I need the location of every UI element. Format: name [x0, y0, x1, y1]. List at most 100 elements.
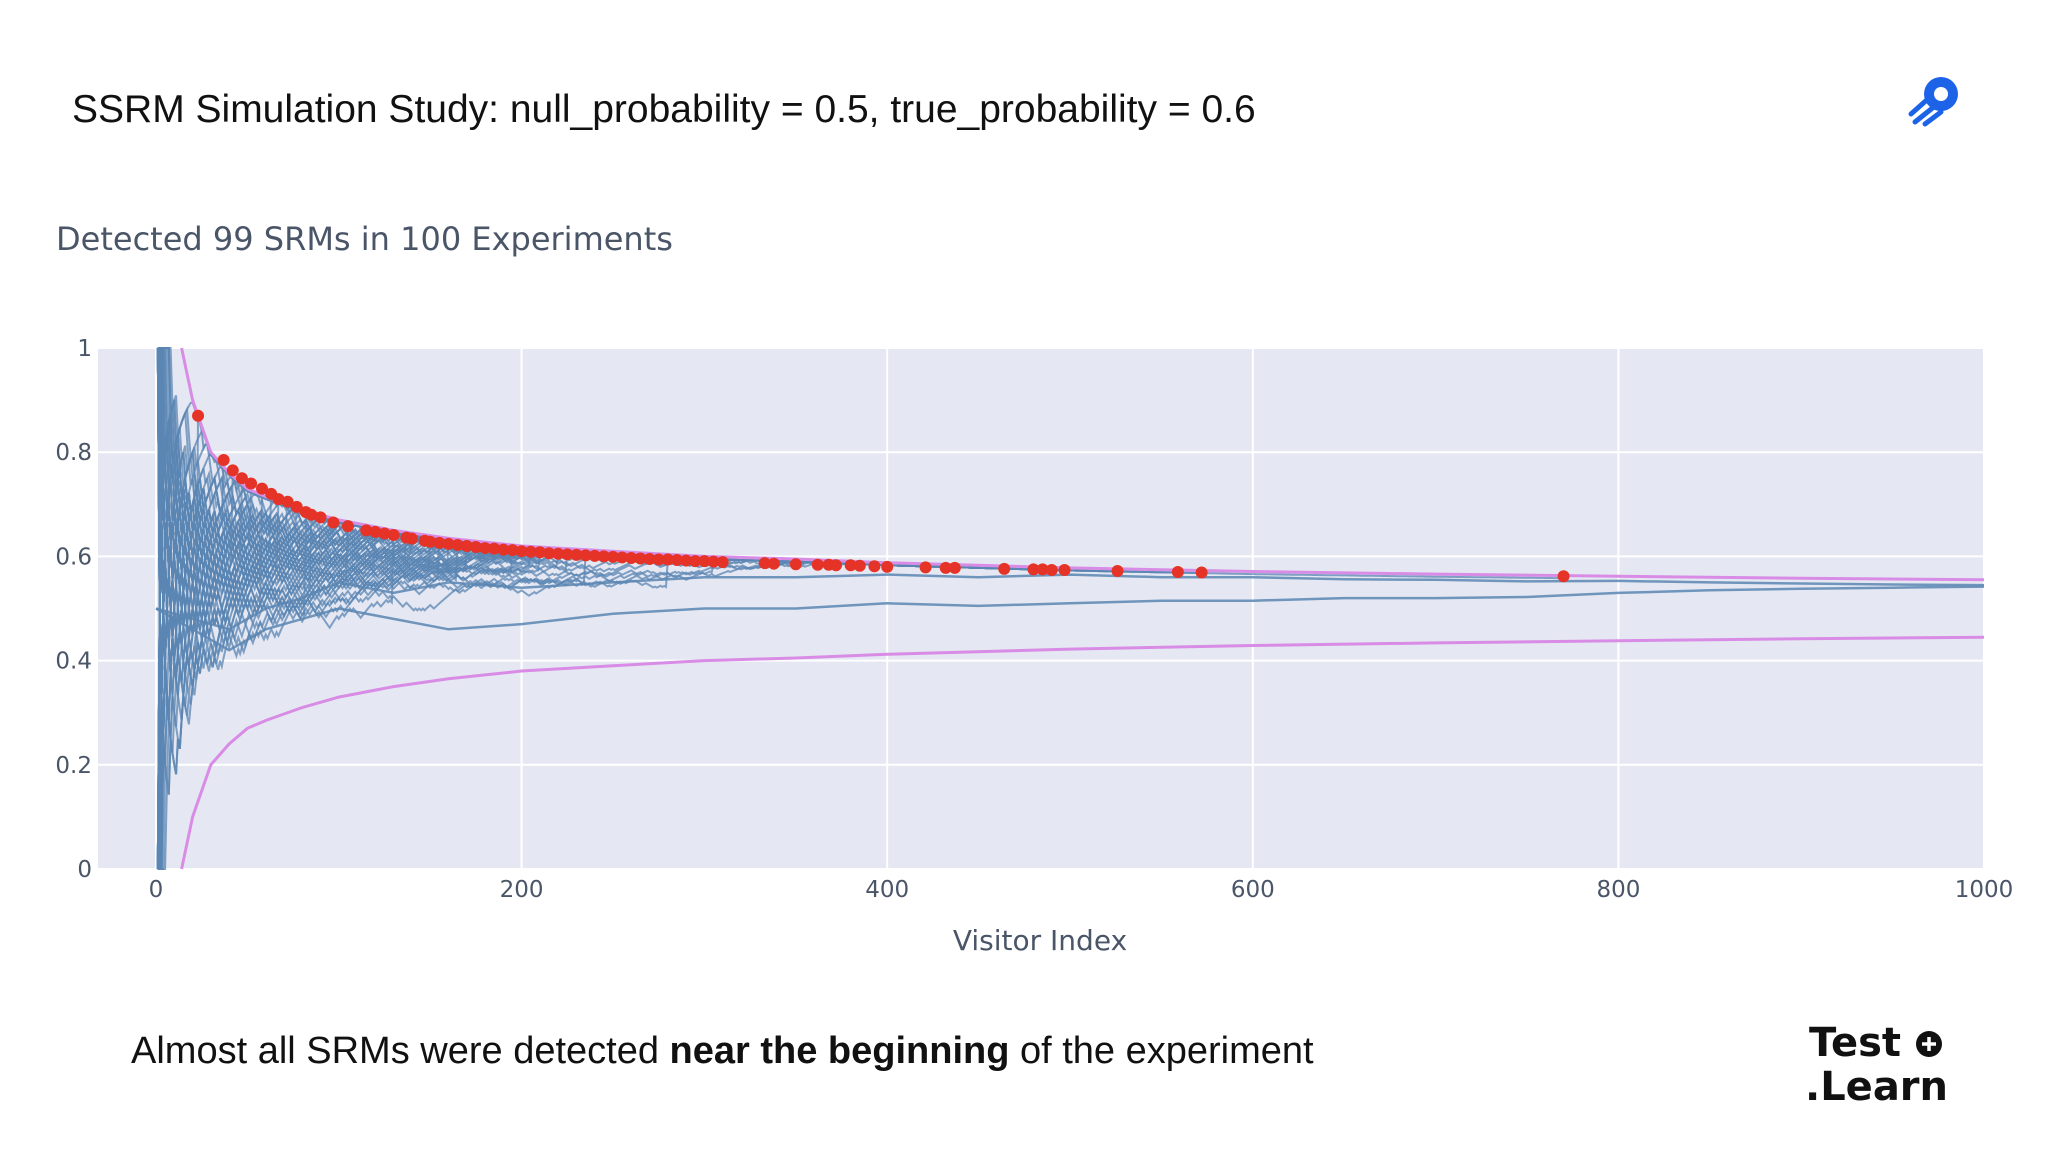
detection-point	[1171, 566, 1184, 579]
detection-point	[948, 561, 961, 574]
detection-point	[588, 549, 601, 562]
detection-point	[281, 495, 294, 508]
detection-point	[767, 557, 780, 570]
axis-ticks: 0 200 400 600 800 1000 0 0.2 0.4 0.6 0.8 1	[55, 336, 2013, 903]
chart-title: Detected 99 SRMs in 100 Experiments	[56, 220, 673, 258]
detection-point	[533, 546, 546, 559]
detection-point	[360, 524, 373, 537]
y-tick-label: 0	[77, 857, 92, 883]
detection-point	[424, 535, 437, 548]
detection-point	[290, 500, 303, 513]
detection-point	[758, 557, 771, 570]
detection-point	[552, 547, 565, 560]
detection-point	[245, 477, 258, 490]
detection-point	[643, 553, 656, 566]
detection-point	[616, 551, 629, 564]
x-tick-label: 1000	[1955, 877, 2014, 903]
detection-point	[607, 550, 619, 563]
detection-point	[543, 547, 556, 560]
simulation-trace	[157, 347, 876, 620]
simulation-trace-long	[155, 585, 1985, 652]
detection-point	[625, 551, 638, 564]
detection-point	[579, 549, 592, 562]
detection-point	[378, 527, 391, 540]
y-tick-label: 0.4	[55, 649, 92, 675]
y-tick-label: 1	[77, 336, 92, 362]
detection-point	[939, 561, 952, 574]
detection-point	[192, 409, 205, 422]
x-axis-label: Visitor Index	[953, 924, 1127, 957]
detection-point	[680, 554, 693, 567]
detection-point	[661, 553, 674, 566]
detection-point	[868, 560, 881, 573]
detection-point	[506, 544, 519, 557]
caption-end: of the experiment	[1009, 1030, 1314, 1072]
slide-title: SSRM Simulation Study: null_probability …	[72, 88, 1256, 131]
x-tick-label: 200	[500, 877, 544, 903]
caption: Almost all SRMs were detected near the b…	[131, 1030, 1314, 1073]
detection-point	[497, 543, 510, 556]
detection-point	[256, 482, 269, 495]
detection-point	[524, 545, 537, 558]
y-tick-label: 0.8	[55, 440, 92, 466]
detection-point	[670, 554, 683, 567]
detection-point	[217, 454, 230, 467]
detection-point	[698, 555, 711, 568]
chart-svg: Detected 99 SRMs in 100 Experiments 0 200…	[55, 220, 2013, 957]
detection-point	[1036, 563, 1049, 576]
chart: Detected 99 SRMs in 100 Experiments 0 200…	[0, 200, 2048, 980]
detection-point	[707, 555, 720, 568]
detection-point	[460, 539, 473, 552]
detection-point	[1111, 564, 1124, 577]
detection-point	[235, 472, 248, 485]
detection-point	[561, 548, 574, 561]
detection-point	[716, 556, 729, 569]
detection-point	[919, 561, 932, 574]
detection-point	[1195, 566, 1208, 579]
detection-point	[1058, 563, 1071, 576]
detection-point	[881, 560, 894, 573]
detection-point	[1027, 563, 1040, 576]
detection-point	[488, 542, 501, 555]
x-tick-label: 600	[1231, 877, 1275, 903]
brand-line-2: .Learn	[1805, 1064, 1948, 1108]
detection-point	[634, 552, 647, 565]
grid-lines	[98, 347, 1985, 870]
detection-point	[305, 508, 318, 521]
detection-point	[442, 537, 455, 550]
detection-point	[597, 550, 610, 563]
x-tick-label: 800	[1596, 877, 1640, 903]
optimizely-logo-icon	[1905, 70, 1965, 130]
y-tick-label: 0.2	[55, 753, 92, 779]
x-tick-label: 0	[149, 877, 164, 903]
detection-point	[387, 529, 400, 542]
detection-point	[369, 525, 382, 538]
brand-line-1: Test	[1809, 1020, 1901, 1066]
detection-point	[689, 555, 702, 568]
detection-point	[1557, 570, 1570, 583]
detection-point	[479, 542, 492, 555]
detection-point	[570, 548, 583, 561]
testlearn-logo: Test .Learn	[1805, 1018, 1955, 1110]
detection-point	[314, 511, 327, 524]
y-tick-label: 0.6	[55, 544, 92, 570]
detection-point	[226, 464, 239, 477]
detection-point	[405, 532, 418, 545]
detection-point	[341, 520, 354, 533]
x-tick-label: 400	[865, 877, 909, 903]
detection-point	[652, 553, 665, 566]
detection-point	[844, 559, 857, 572]
caption-start: Almost all SRMs were detected	[131, 1030, 670, 1072]
detection-point	[853, 559, 866, 572]
detection-points	[192, 409, 1570, 583]
lower-boundary-line	[180, 635, 1985, 870]
detection-point	[998, 562, 1011, 575]
detection-point	[327, 516, 340, 529]
detection-point	[451, 538, 464, 551]
detection-point	[469, 541, 482, 554]
detection-point	[830, 559, 843, 572]
detection-point	[1045, 563, 1058, 576]
detection-point	[515, 545, 528, 558]
detection-point	[272, 493, 285, 506]
detection-point	[789, 558, 802, 571]
